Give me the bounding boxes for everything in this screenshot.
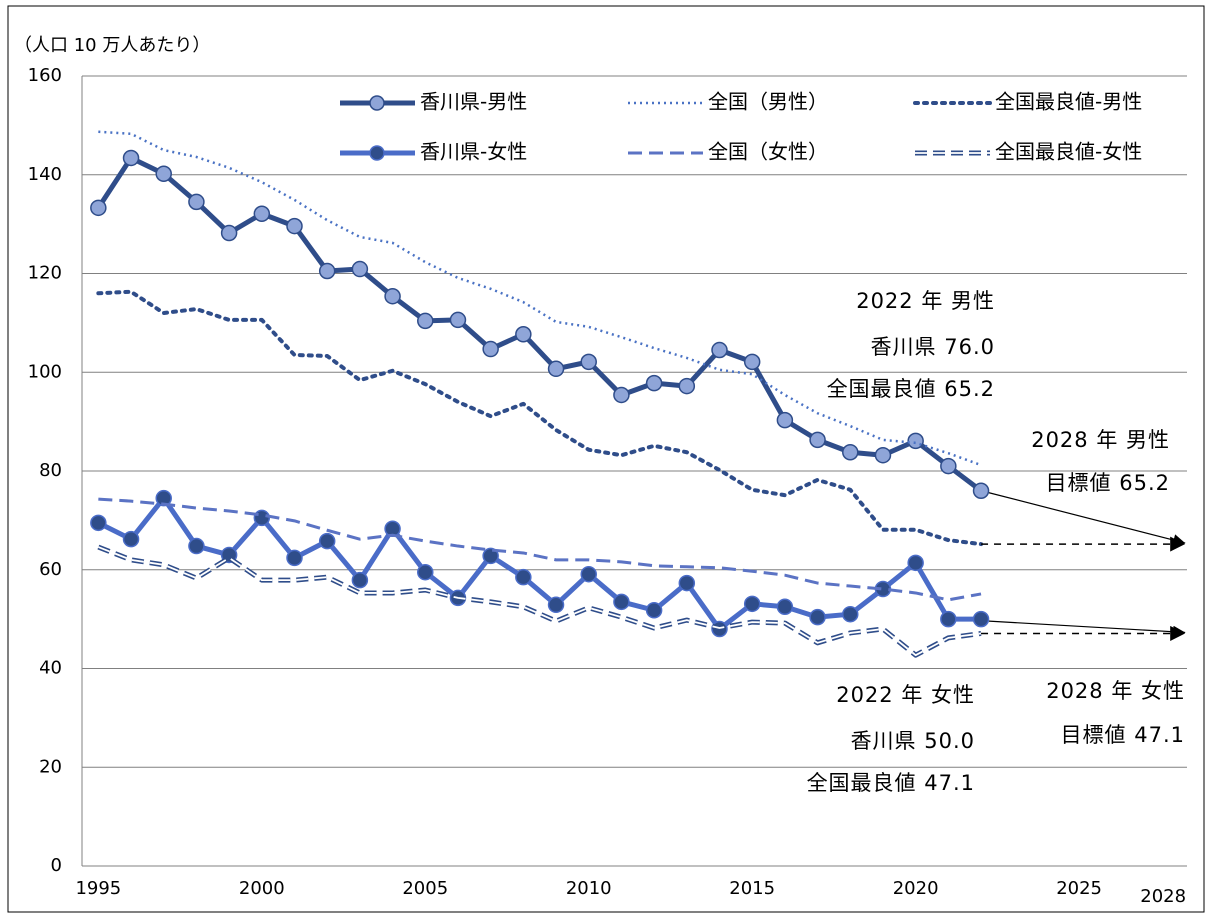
data-point	[220, 224, 238, 242]
x-tick-label: 2028	[1140, 886, 1186, 907]
y-tick-label: 20	[39, 756, 62, 777]
data-point	[940, 610, 957, 628]
data-point	[351, 260, 369, 278]
legend-label: 香川県-男性	[420, 90, 527, 114]
series-line	[97, 544, 982, 658]
data-point	[318, 532, 336, 550]
annotation: 2022 年 女性	[836, 683, 975, 707]
y-tick-label: 60	[39, 559, 62, 580]
data-point	[155, 489, 172, 507]
legend-label: 全国最良値-女性	[995, 140, 1142, 164]
data-point	[613, 593, 630, 611]
data-point	[874, 446, 892, 464]
legend-label: 全国最良値-男性	[995, 90, 1142, 114]
data-point	[417, 312, 434, 330]
annotation: 香川県 50.0	[851, 729, 975, 753]
data-point	[809, 608, 826, 626]
data-point	[482, 340, 499, 358]
data-point	[711, 341, 728, 359]
y-tick-label: 120	[28, 263, 62, 284]
data-point	[842, 443, 859, 461]
data-point	[122, 149, 140, 167]
data-point	[743, 353, 761, 371]
data-point	[515, 325, 532, 343]
series-line	[98, 546, 982, 657]
legend-marker	[369, 145, 385, 161]
y-tick-label: 140	[28, 164, 62, 185]
y-tick-label: 0	[51, 855, 62, 876]
series-line	[98, 130, 982, 467]
data-point	[155, 165, 172, 183]
data-point	[842, 605, 859, 623]
data-point	[122, 530, 140, 548]
chart-frame	[7, 5, 1205, 913]
x-tick-label: 2015	[729, 878, 775, 899]
data-point	[188, 193, 205, 211]
data-point	[286, 217, 303, 235]
data-point	[286, 549, 303, 567]
annotation: 目標値 65.2	[1046, 471, 1170, 495]
data-point	[188, 537, 205, 555]
x-tick-label: 2000	[239, 878, 285, 899]
data-point	[776, 598, 794, 616]
target-arrow	[989, 620, 1186, 638]
annotation: 2028 年 女性	[1046, 679, 1185, 703]
data-point	[90, 514, 107, 532]
data-point	[547, 360, 565, 378]
data-point	[547, 596, 565, 614]
series-line	[96, 155, 983, 493]
y-tick-label: 40	[39, 658, 62, 679]
data-point	[972, 482, 990, 499]
legend-marker	[369, 95, 385, 111]
annotation: 2028 年 男性	[1031, 428, 1170, 452]
y-tick-label: 100	[28, 361, 62, 382]
data-point	[776, 411, 794, 429]
data-point	[580, 565, 597, 583]
data-point	[940, 457, 957, 475]
y-tick-label: 160	[28, 65, 62, 86]
data-point	[351, 571, 369, 589]
y-tick-label: 80	[39, 460, 62, 481]
x-tick-label: 2010	[566, 878, 612, 899]
legend-label: 全国（男性）	[708, 90, 828, 114]
x-tick-label: 2005	[402, 878, 448, 899]
legend-label: 香川県-女性	[420, 140, 527, 164]
data-point	[972, 610, 990, 628]
y-axis-label: （人口 10 万人あたり）	[14, 35, 210, 56]
data-point	[449, 311, 467, 329]
data-point	[613, 386, 630, 404]
data-point	[253, 205, 271, 223]
data-point	[645, 601, 663, 619]
target-arrow	[988, 492, 1186, 546]
data-point	[417, 563, 434, 581]
legend-label: 全国（女性）	[708, 140, 828, 164]
annotation: 全国最良値 47.1	[807, 771, 975, 795]
data-point	[678, 377, 696, 395]
series-line	[96, 289, 984, 547]
annotation: 目標値 47.1	[1061, 723, 1185, 747]
data-point	[580, 353, 597, 371]
data-point	[809, 431, 826, 449]
data-point	[515, 568, 532, 586]
x-tick-label: 1995	[75, 878, 121, 899]
x-tick-label: 2025	[1056, 878, 1102, 899]
data-point	[384, 287, 401, 305]
series-line	[98, 497, 982, 602]
data-point	[743, 595, 761, 613]
x-tick-label: 2020	[893, 878, 939, 899]
annotation: 全国最良値 65.2	[827, 377, 995, 401]
data-point	[253, 509, 271, 527]
annotation: 香川県 76.0	[871, 335, 995, 359]
annotation: 2022 年 男性	[856, 289, 995, 313]
data-point	[645, 374, 663, 392]
data-point	[678, 574, 696, 592]
data-point	[90, 199, 107, 217]
series-line	[97, 495, 982, 632]
data-point	[907, 432, 924, 450]
data-point	[318, 262, 336, 280]
data-point	[482, 547, 499, 565]
data-point	[907, 554, 924, 572]
